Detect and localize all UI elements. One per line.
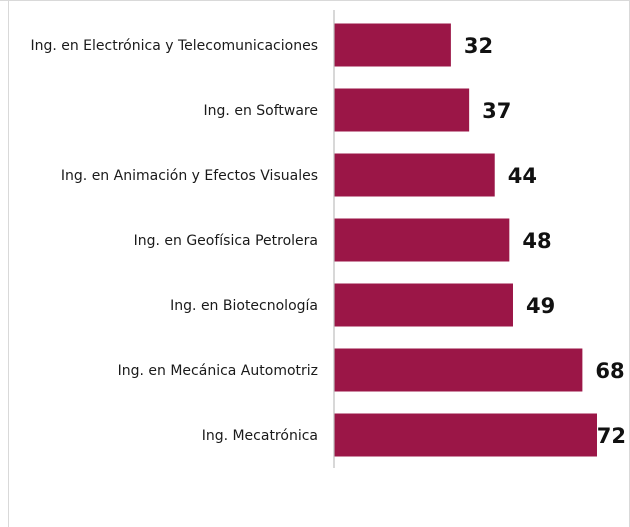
value-label: 48 <box>522 229 551 253</box>
value-labels-group: 32 37 44 48 49 68 72 <box>464 34 626 448</box>
category-labels-group: Ing. en Electrónica y Telecomunicaciones… <box>30 38 318 444</box>
bars-group <box>334 23 597 457</box>
bar-4 <box>334 218 510 262</box>
category-label: Ing. en Animación y Efectos Visuales <box>61 168 318 184</box>
category-label: Ing. Mecatrónica <box>202 428 318 444</box>
bar-5 <box>334 283 513 327</box>
value-label: 32 <box>464 34 493 58</box>
value-label: 49 <box>526 294 555 318</box>
category-label: Ing. en Software <box>204 103 318 119</box>
value-label: 37 <box>482 99 511 123</box>
category-label: Ing. en Biotecnología <box>170 298 318 314</box>
bar-1 <box>334 23 451 67</box>
value-label: 68 <box>595 359 624 383</box>
bar-7 <box>334 413 597 457</box>
category-label: Ing. en Mecánica Automotriz <box>118 363 318 379</box>
category-label: Ing. en Geofísica Petrolera <box>134 233 318 249</box>
bar-6 <box>334 348 583 392</box>
category-label: Ing. en Electrónica y Telecomunicaciones <box>30 38 318 54</box>
bar-3 <box>334 153 495 197</box>
value-label: 44 <box>508 164 537 188</box>
value-label: 72 <box>597 424 626 448</box>
bar-2 <box>334 88 470 132</box>
